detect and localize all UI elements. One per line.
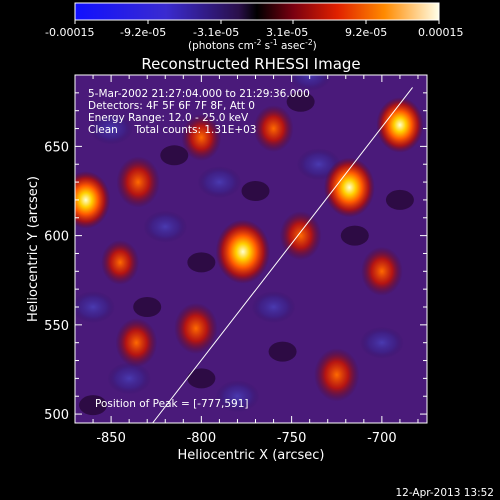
background-blob [89, 112, 134, 145]
y-tick-label: 650 [44, 140, 69, 155]
x-tick-label: -750 [277, 431, 307, 446]
y-axis-label: Heliocentric Y (arcsec) [26, 176, 41, 322]
emission-source [115, 318, 158, 368]
emission-source [323, 157, 375, 218]
background-dark-patch [268, 341, 297, 362]
background-dark-patch [160, 145, 189, 166]
emission-source [376, 97, 424, 153]
background-blob [75, 291, 116, 323]
y-tick-label: 600 [44, 230, 69, 245]
background-dark-patch [241, 181, 270, 201]
peak-position-label: Position of Peak = [-777,591] [95, 398, 249, 410]
emission-source [314, 348, 360, 402]
background-blob [143, 210, 188, 243]
energy-range-label: Energy Range: 12.0 - 25.0 keV [88, 112, 249, 124]
chart-title: Reconstructed RHESSI Image [141, 55, 360, 73]
background-blob [107, 362, 152, 395]
x-axis-label: Heliocentric X (arcsec) [178, 448, 325, 463]
colorbar-tick-label: -3.1e-05 [193, 26, 239, 39]
time-range-label: 5-Mar-2002 21:27:04.000 to 21:29:36.000 [88, 88, 310, 100]
clean-counts-label: Clean Total counts: 1.31E+03 [88, 124, 257, 136]
background-texture [75, 75, 414, 416]
colorbar-tick-label: -0.00015 [45, 26, 94, 39]
colorbar-tick-label: 0.00015 [418, 26, 464, 39]
plot-area [75, 75, 427, 423]
x-tick-label: -850 [96, 431, 126, 446]
emission-source [279, 211, 322, 261]
background-blob [197, 166, 242, 199]
x-tick-label: -700 [367, 431, 397, 446]
emission-source [101, 239, 140, 285]
background-dark-patch [340, 225, 369, 246]
emission-source [215, 219, 271, 284]
plot-frame [74, 74, 428, 424]
background-dark-patch [187, 252, 216, 273]
detectors-label: Detectors: 4F 5F 6F 7F 8F, Att 0 [88, 100, 255, 112]
emission-source [174, 302, 218, 355]
background-dark-patch [187, 368, 216, 389]
x-tick-label: -800 [187, 431, 217, 446]
footer-date: 12-Apr-2013 13:52 [395, 487, 494, 499]
colorbar-tick-label: 3.1e-05 [266, 26, 308, 39]
colorbar-tick-label: -9.2e-05 [120, 26, 166, 39]
background-blob [251, 291, 296, 323]
emission-source [253, 105, 294, 153]
background-dark-patch [79, 395, 108, 416]
y-tick-label: 550 [44, 319, 69, 334]
y-axis: 500 550 600 650 [44, 74, 427, 423]
background-blob [287, 75, 332, 91]
solar-limb-line [152, 87, 413, 423]
emission-source [181, 113, 222, 161]
background-blob [359, 326, 404, 359]
background-blob [215, 380, 260, 413]
emission-source [116, 156, 160, 208]
background-dark-patch [286, 91, 315, 112]
emission-source [361, 246, 403, 296]
emission-source [75, 171, 111, 229]
x-axis: -850 -800 -750 -700 [92, 75, 419, 446]
colorbar-tick-label: 9.2e-05 [345, 26, 387, 39]
colorbar-units: (photons cm-2 s-1 asec-2) [188, 38, 317, 52]
colorbar-ticks [74, 20, 440, 24]
emission-sources [75, 97, 424, 402]
colorbar [74, 2, 440, 21]
background-dark-patch [133, 297, 162, 317]
background-dark-patch [385, 189, 414, 210]
y-tick-label: 500 [44, 408, 69, 423]
